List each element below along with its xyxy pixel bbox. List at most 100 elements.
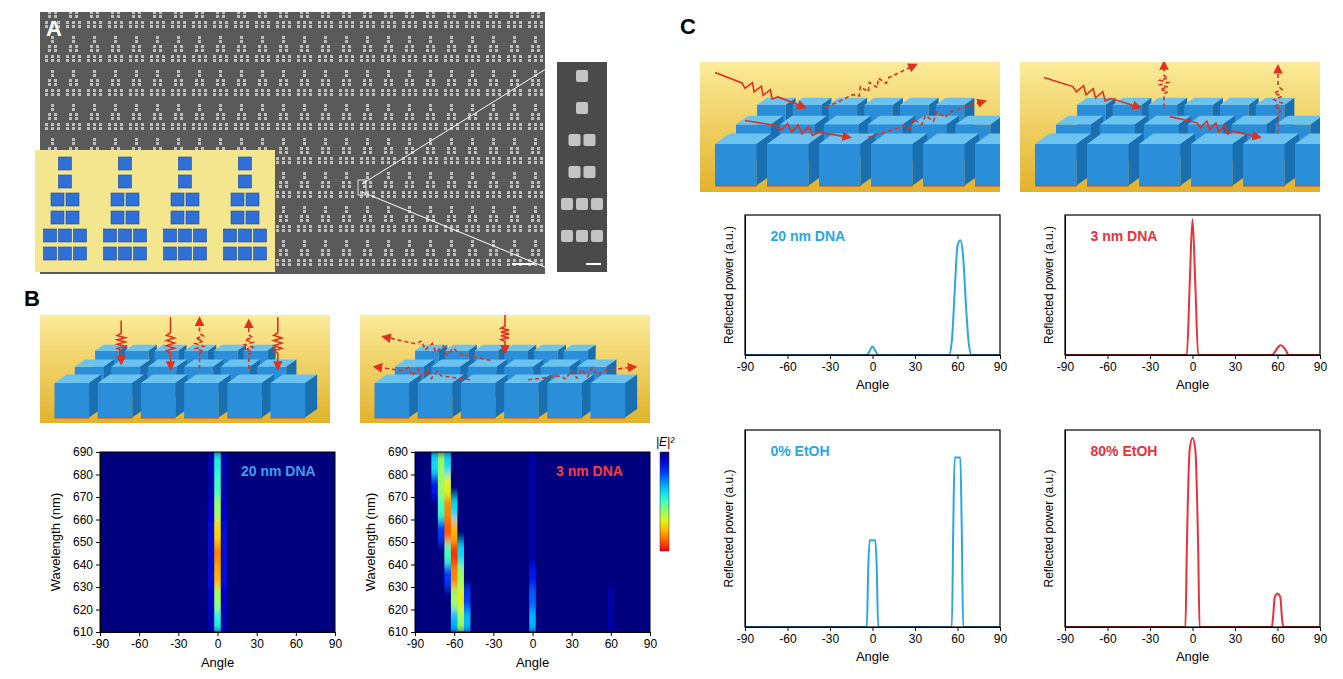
plot-area: [745, 240, 1000, 355]
light-ray: [1170, 117, 1260, 138]
x-tick: 30: [909, 355, 923, 374]
heatmap-cell: [601, 520, 608, 543]
heatmap-cell: [470, 565, 477, 588]
heatmap-cell: [273, 497, 280, 520]
heatmap-cell: [253, 520, 260, 543]
plot-background: [1065, 430, 1320, 627]
heatmap-cell: [588, 497, 595, 520]
cube-front: [1191, 144, 1233, 186]
heatmap-cell: [162, 520, 169, 543]
heatmap-cell: [208, 610, 215, 633]
x-tick: -60: [779, 627, 797, 646]
render-schematic: [40, 315, 330, 423]
x-tick-label: -90: [737, 360, 755, 374]
x-tick: -30: [1142, 355, 1160, 374]
heatmap-cell: [110, 587, 117, 610]
heatmap-cell: [634, 497, 641, 520]
zoom-line: [362, 62, 557, 184]
heatmap-cell: [464, 542, 471, 565]
plot-frame: [415, 452, 650, 632]
heatmap-cell: [418, 520, 425, 543]
heatmap-cell: [188, 497, 195, 520]
y-tick: 690: [388, 445, 415, 459]
heatmap-cell: [319, 475, 326, 498]
y-axis-line: [745, 431, 746, 628]
x-tick-label: 0: [1190, 360, 1197, 374]
x-tick-mark: [178, 632, 179, 636]
heatmap-cell: [542, 497, 549, 520]
heatmap-cell: [608, 587, 615, 610]
heatmap-cell: [110, 542, 117, 565]
heatmap-cell: [608, 497, 615, 520]
x-axis: -90-60-300306090: [407, 632, 658, 651]
y-tick-mark: [96, 565, 100, 566]
heatmap-cell: [425, 497, 432, 520]
heatmap-cell: [182, 520, 189, 543]
heatmap-cell: [149, 610, 156, 633]
heatmap-cell: [490, 475, 497, 498]
x-tick-mark: [830, 355, 831, 359]
heatmap-cell: [201, 610, 208, 633]
heatmap-cell: [162, 542, 169, 565]
heatmap-cell: [640, 520, 647, 543]
plot-area: [745, 458, 1000, 627]
y-tick-label: 650: [388, 535, 408, 549]
heatmap-panel: -90-60-300306090610620630640650660670680…: [48, 445, 342, 670]
heatmap-cell: [227, 565, 234, 588]
heatmap-cell: [516, 610, 523, 633]
heatmap-cell: [116, 475, 123, 498]
heatmap-cell: [575, 565, 582, 588]
cube-front: [767, 144, 809, 186]
gold-substrate: [360, 315, 650, 423]
light-ray: [196, 318, 204, 369]
heatmap-cell: [425, 565, 432, 588]
heatmap-cell: [529, 452, 536, 475]
heatmap-cell: [214, 520, 221, 543]
heatmap-cell: [477, 475, 484, 498]
heatmap-cell: [325, 520, 332, 543]
x-axis-title: Angle: [1176, 377, 1209, 392]
schematic-block: [179, 247, 192, 260]
heatmap-cell: [240, 610, 247, 633]
heatmap-cell: [477, 520, 484, 543]
sem-texture: [40, 12, 545, 274]
schematic-block: [194, 229, 207, 242]
heatmap-cell: [464, 475, 471, 498]
heatmap-cell: [484, 610, 491, 633]
heatmap-cell: [418, 497, 425, 520]
heatmap-cell: [182, 452, 189, 475]
heatmap-cell: [260, 497, 267, 520]
x-tick-mark: [873, 627, 874, 631]
heatmap-cell: [431, 542, 438, 565]
x-tick-mark: [1000, 355, 1001, 359]
heatmap-cell: [418, 475, 425, 498]
heatmap-cell: [240, 565, 247, 588]
heatmap-cell: [306, 565, 313, 588]
heatmap-cell: [542, 520, 549, 543]
heatmap-cell: [280, 520, 287, 543]
heatmap-cell: [575, 542, 582, 565]
heatmap-cell: [568, 520, 575, 543]
x-tick: 60: [1271, 355, 1285, 374]
heatmap-cell: [221, 520, 228, 543]
x-tick-mark: [915, 355, 916, 359]
schematic-block: [59, 157, 72, 170]
heatmap-cell: [266, 497, 273, 520]
heatmap-cell: [464, 610, 471, 633]
heatmap-cell: [575, 497, 582, 520]
heatmap-cell: [588, 565, 595, 588]
heatmap-cell: [470, 587, 477, 610]
heatmap-cell: [103, 497, 110, 520]
cube-front: [547, 383, 582, 418]
heatmap-cell: [497, 497, 504, 520]
heatmap-cell: [234, 520, 241, 543]
heatmap-cell: [457, 452, 464, 475]
x-tick-label: -90: [92, 637, 110, 651]
heatmap-cell: [273, 520, 280, 543]
schematic-block: [44, 229, 57, 242]
x-tick: 0: [1190, 355, 1197, 374]
heatmap-cell: [319, 497, 326, 520]
heatmap-cell: [529, 497, 536, 520]
x-tick-mark: [1320, 355, 1321, 359]
heatmap-cell: [490, 542, 497, 565]
